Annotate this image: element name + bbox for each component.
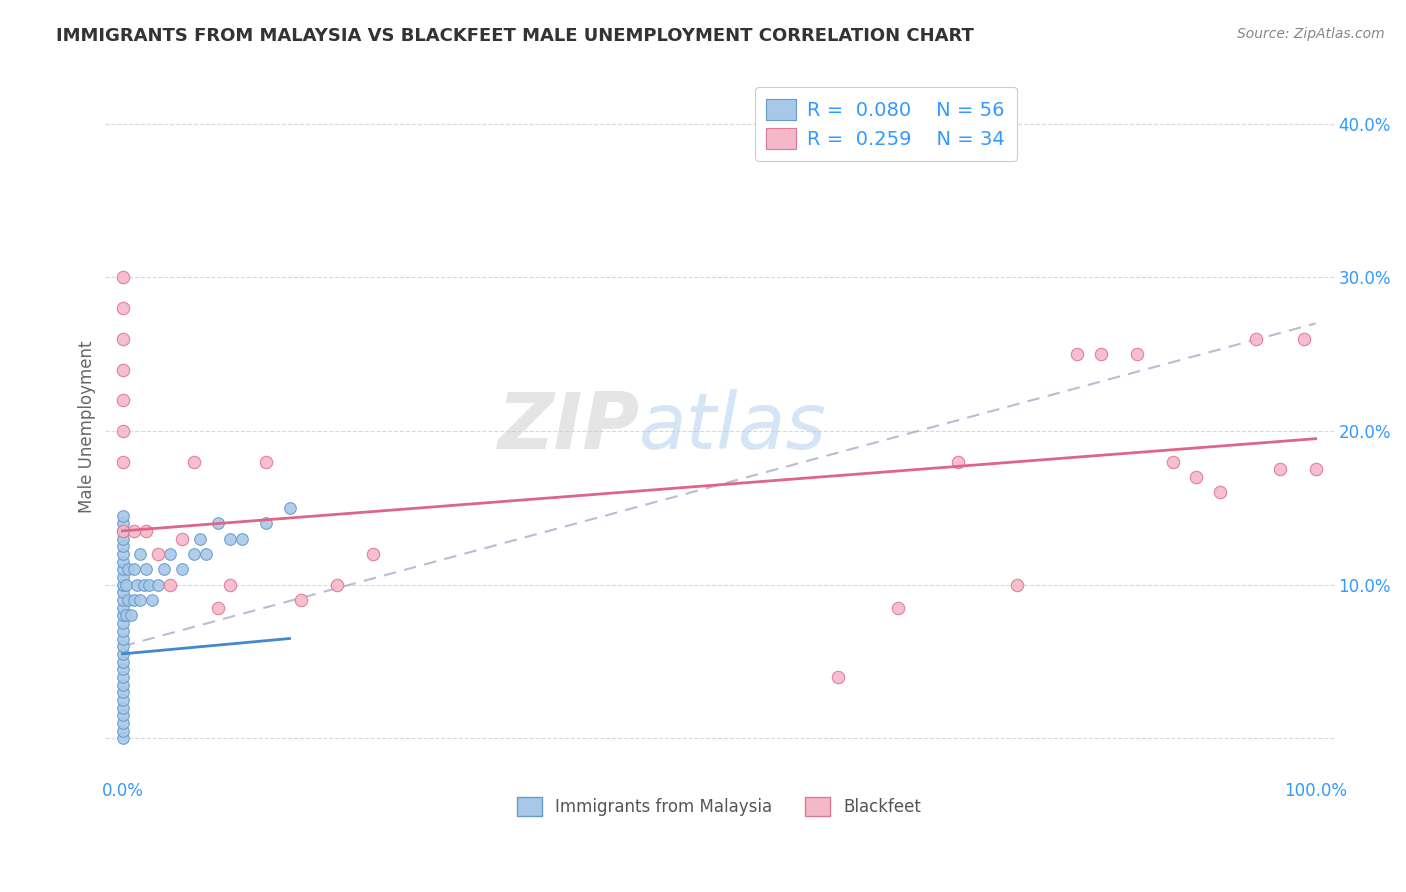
Point [111, 662, 134, 676]
Point [111, 708, 134, 723]
Point [111, 616, 134, 631]
Point [111, 578, 134, 592]
Point [111, 600, 134, 615]
Text: Source: ZipAtlas.com: Source: ZipAtlas.com [1237, 27, 1385, 41]
Point [946, 455, 969, 469]
Point [111, 700, 134, 714]
Point [111, 670, 134, 684]
Point [207, 516, 229, 531]
Point [188, 532, 211, 546]
Point [111, 424, 134, 438]
Point [290, 593, 312, 607]
Legend: Immigrants from Malaysia, Blackfeet: Immigrants from Malaysia, Blackfeet [509, 789, 929, 824]
Y-axis label: Male Unemployment: Male Unemployment [79, 341, 96, 514]
Point [111, 655, 134, 669]
Point [1161, 455, 1184, 469]
Point [159, 547, 181, 561]
Point [115, 608, 138, 623]
Point [183, 547, 205, 561]
Point [111, 632, 134, 646]
Point [111, 524, 134, 538]
Point [125, 578, 148, 592]
Text: ZIP: ZIP [496, 389, 640, 465]
Text: atlas: atlas [640, 389, 827, 465]
Point [1292, 332, 1315, 346]
Point [153, 562, 176, 576]
Point [124, 524, 146, 538]
Point [361, 547, 384, 561]
Point [1090, 347, 1112, 361]
Point [120, 608, 142, 623]
Point [111, 516, 134, 531]
Point [278, 500, 301, 515]
Point [111, 455, 134, 469]
Point [111, 362, 134, 376]
Point [326, 578, 349, 592]
Point [111, 624, 134, 638]
Point [124, 593, 146, 607]
Point [1007, 578, 1029, 592]
Point [111, 555, 134, 569]
Point [111, 301, 134, 315]
Point [195, 547, 218, 561]
Point [111, 647, 134, 661]
Point [111, 585, 134, 599]
Point [138, 578, 160, 592]
Point [111, 693, 134, 707]
Point [111, 731, 134, 746]
Point [111, 524, 134, 538]
Point [124, 562, 146, 576]
Point [141, 593, 163, 607]
Point [172, 562, 194, 576]
Point [111, 332, 134, 346]
Point [1066, 347, 1088, 361]
Point [132, 578, 155, 592]
Point [111, 547, 134, 561]
Point [1209, 485, 1232, 500]
Point [887, 600, 910, 615]
Point [111, 593, 134, 607]
Point [135, 524, 157, 538]
Point [111, 608, 134, 623]
Point [111, 532, 134, 546]
Point [1305, 462, 1327, 476]
Point [254, 455, 277, 469]
Point [159, 578, 181, 592]
Point [115, 578, 138, 592]
Point [135, 562, 157, 576]
Point [129, 593, 152, 607]
Point [117, 593, 139, 607]
Point [1244, 332, 1267, 346]
Point [827, 670, 849, 684]
Point [111, 393, 134, 408]
Point [172, 532, 194, 546]
Point [111, 562, 134, 576]
Point [1126, 347, 1149, 361]
Point [207, 600, 229, 615]
Point [129, 547, 152, 561]
Point [219, 578, 242, 592]
Point [111, 570, 134, 584]
Point [111, 508, 134, 523]
Point [111, 723, 134, 738]
Point [111, 678, 134, 692]
Point [1185, 470, 1208, 484]
Point [117, 562, 139, 576]
Point [148, 578, 170, 592]
Point [111, 685, 134, 699]
Point [111, 270, 134, 285]
Point [111, 639, 134, 653]
Point [183, 455, 205, 469]
Point [148, 547, 170, 561]
Point [219, 532, 242, 546]
Point [111, 716, 134, 731]
Point [254, 516, 277, 531]
Point [111, 539, 134, 553]
Point [1268, 462, 1291, 476]
Text: IMMIGRANTS FROM MALAYSIA VS BLACKFEET MALE UNEMPLOYMENT CORRELATION CHART: IMMIGRANTS FROM MALAYSIA VS BLACKFEET MA… [56, 27, 974, 45]
Point [231, 532, 253, 546]
